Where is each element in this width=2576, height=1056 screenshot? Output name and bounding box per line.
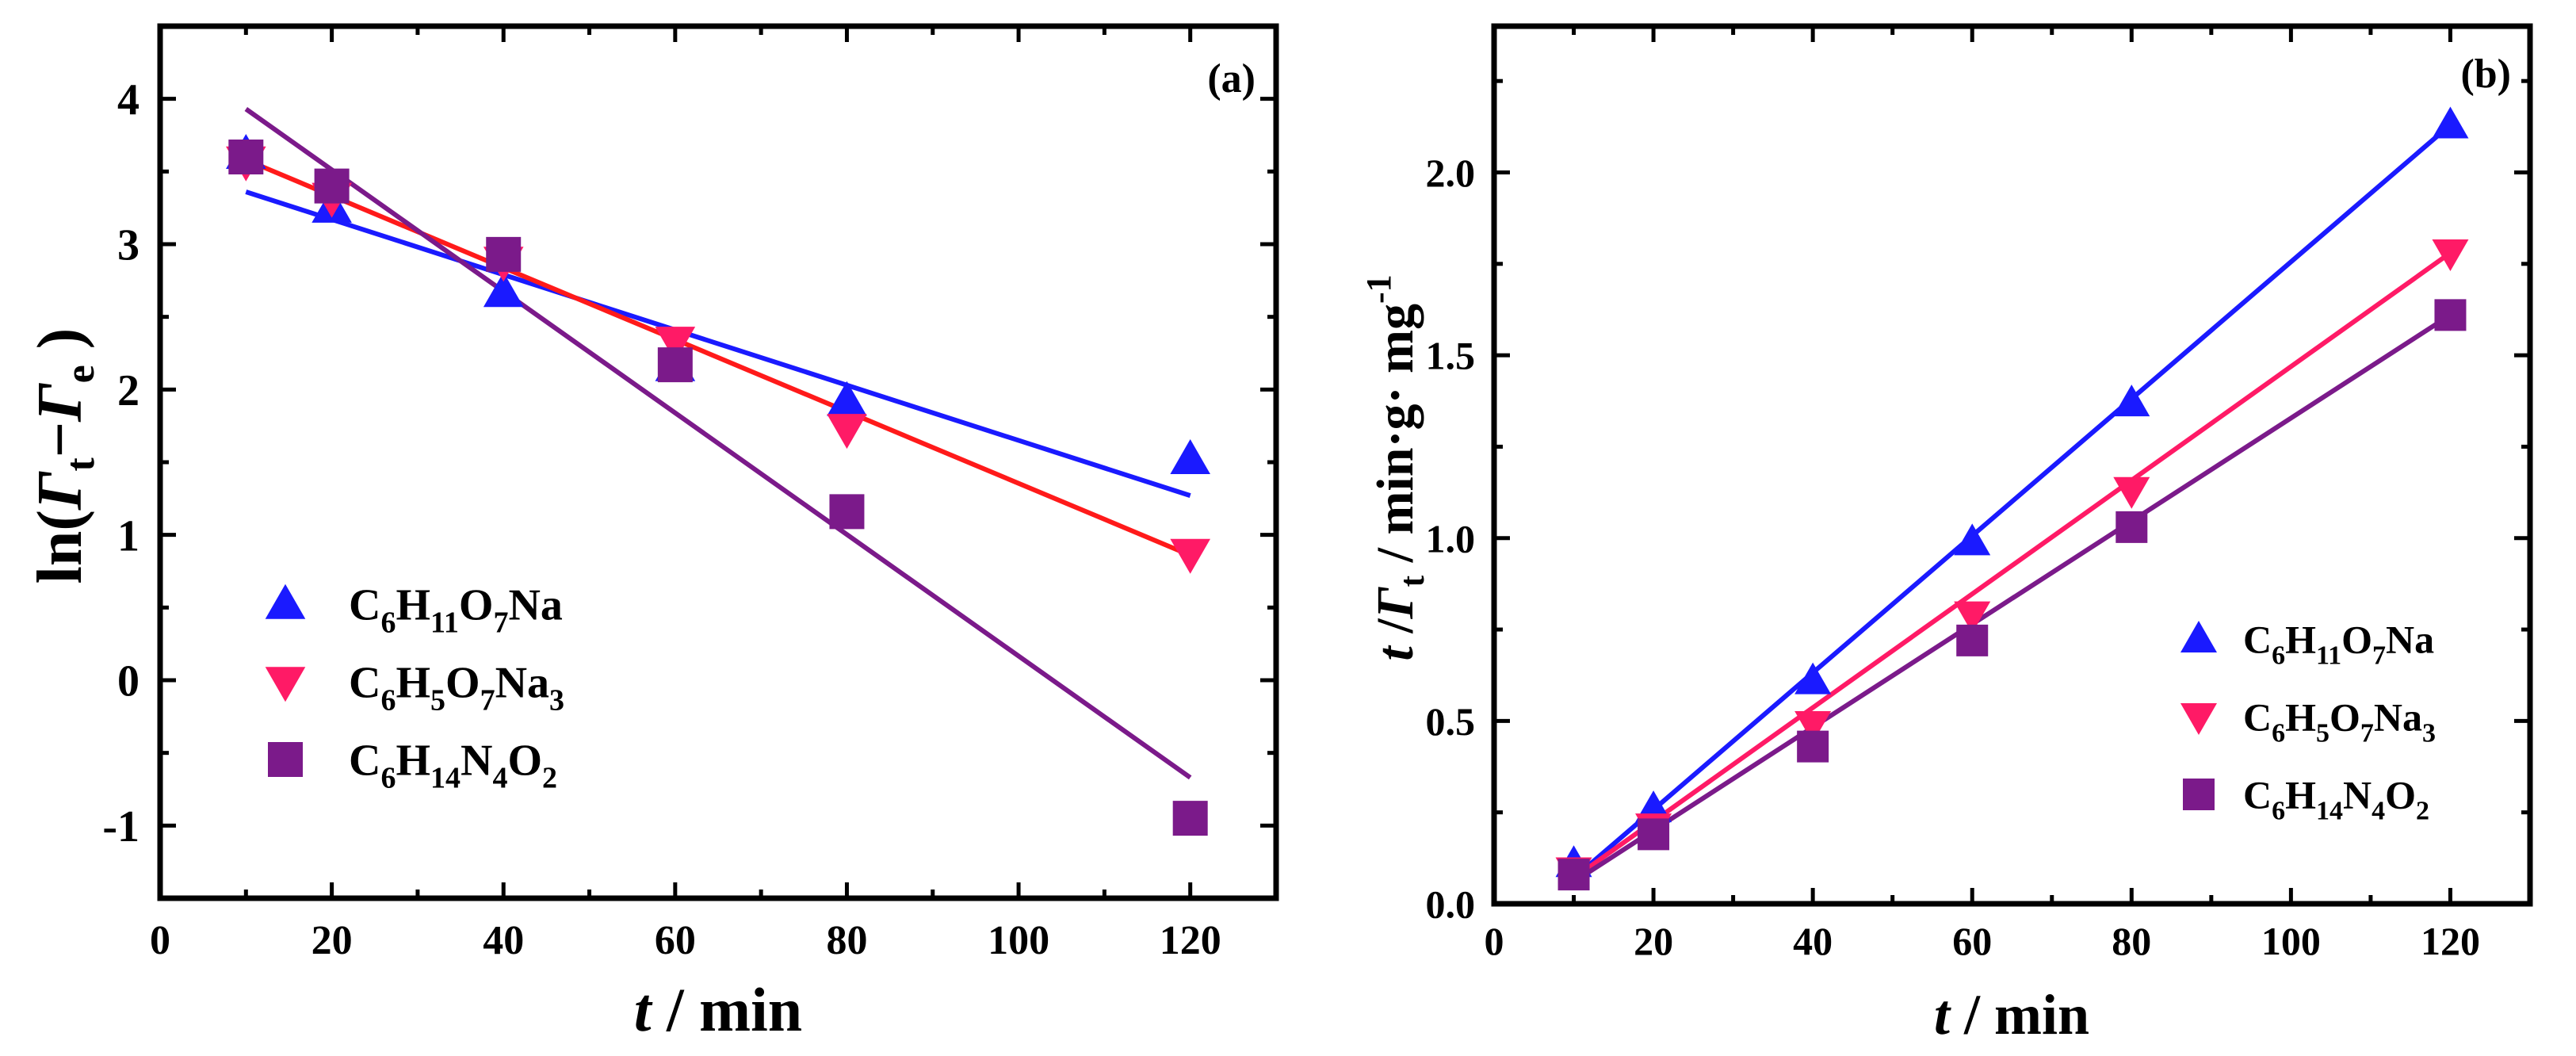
data-markers — [226, 134, 1210, 836]
x-axis-label-unit: / min — [1950, 983, 2089, 1046]
data-point-C6H5O7Na3 — [2113, 476, 2150, 509]
panel-b: 0 20 40 60 80 100 120 0.0 0.5 1.0 1.5 2.0 (b) t / … — [1359, 23, 2533, 1046]
y-tick-labels: 0.0 0.5 1.0 1.5 2.0 — [1426, 151, 1476, 927]
x-tick-label: 80 — [2112, 919, 2151, 963]
fit-line-C6H11O7Na — [1572, 123, 2452, 880]
fit-lines — [244, 107, 1192, 780]
data-point-C6H5O7Na3 — [1170, 538, 1210, 574]
x-tick-label: 120 — [1160, 918, 1221, 963]
y-tick-label: 0 — [117, 657, 140, 706]
data-point-C6H11O7Na — [1170, 439, 1210, 475]
fit-line-C6H14N4O2 — [1572, 312, 2452, 884]
x-tick-label: 60 — [655, 918, 696, 963]
data-point-C6H14N4O2 — [2115, 511, 2148, 543]
y-tick-labels: -1 0 1 2 3 4 — [102, 75, 140, 851]
legend-marker-C6H5O7Na3 — [265, 667, 306, 702]
y-tick-label: 0.0 — [1426, 882, 1476, 927]
fit-lines — [1572, 123, 2452, 884]
legend-label-C6H11O7Na: C6H11O7Na — [2243, 618, 2434, 671]
data-point-C6H11O7Na — [2113, 385, 2150, 417]
data-point-C6H5O7Na3 — [1954, 601, 1991, 633]
data-point-C6H11O7Na — [1794, 662, 1832, 694]
x-axis-label-variable: t — [634, 975, 653, 1044]
data-point-C6H11O7Na — [1954, 523, 1991, 556]
legend: C6H11O7Na C6H5O7Na3 C6H14N4O2 — [2180, 618, 2436, 826]
legend-marker-C6H5O7Na3 — [2180, 703, 2217, 735]
y-tick-label: -1 — [102, 802, 140, 851]
legend-marker-C6H11O7Na — [265, 583, 306, 619]
x-tick-label: 100 — [988, 918, 1049, 963]
y-tick-label: 1.0 — [1426, 516, 1476, 561]
y-tick-label: 0.5 — [1426, 699, 1476, 744]
x-axis-label: t / min — [1934, 983, 2089, 1046]
x-tick-label: 60 — [1952, 919, 1992, 963]
x-tick-label: 120 — [2421, 919, 2480, 963]
x-tick-labels: 0 20 40 60 80 100 120 — [150, 918, 1221, 963]
plot-frame — [157, 23, 1279, 901]
x-tick-label: 40 — [483, 918, 524, 963]
panel-a: 0 20 40 60 80 100 120 -1 0 1 2 3 4 (a) t / min ln(Γ… — [25, 23, 1279, 1044]
data-point-C6H14N4O2 — [1797, 730, 1829, 763]
legend-label-C6H14N4O2: C6H14N4O2 — [2243, 773, 2429, 826]
legend-marker-C6H14N4O2 — [2183, 779, 2215, 810]
x-tick-label: 20 — [311, 918, 353, 963]
legend-label-C6H5O7Na3: C6H5O7Na3 — [349, 659, 564, 717]
data-point-C6H14N4O2 — [486, 236, 522, 272]
x-tick-label: 100 — [2261, 919, 2321, 963]
data-point-C6H5O7Na3 — [655, 327, 696, 362]
data-point-C6H11O7Na — [827, 381, 867, 416]
legend-label-C6H11O7Na: C6H11O7Na — [349, 581, 563, 640]
axis-ticks — [158, 24, 1278, 901]
data-point-C6H5O7Na3 — [2432, 239, 2469, 271]
y-tick-label: 2.0 — [1426, 151, 1476, 195]
x-tick-label: 0 — [150, 918, 170, 963]
x-tick-label: 0 — [1485, 919, 1504, 963]
x-axis-label-variable: t — [1934, 983, 1951, 1046]
data-point-C6H11O7Na — [2432, 106, 2469, 139]
legend-marker-C6H14N4O2 — [268, 742, 303, 777]
x-axis-label-unit: / min — [651, 975, 802, 1044]
x-tick-labels: 0 20 40 60 80 100 120 — [1485, 919, 2480, 963]
data-point-C6H14N4O2 — [657, 347, 693, 383]
y-tick-label: 1 — [117, 511, 140, 561]
y-tick-label: 1.5 — [1426, 334, 1476, 378]
x-tick-label: 20 — [1634, 919, 1673, 963]
panel-label: (b) — [2460, 52, 2511, 97]
y-tick-label: 2 — [117, 366, 140, 415]
data-point-C6H5O7Na3 — [827, 414, 867, 450]
y-tick-label: 3 — [117, 221, 140, 270]
fit-line-C6H5O7Na3 — [245, 157, 1191, 558]
data-point-C6H14N4O2 — [2434, 299, 2467, 331]
axis-ticks — [1492, 26, 2532, 906]
plot-frame — [1491, 23, 2533, 907]
data-point-C6H14N4O2 — [829, 494, 865, 530]
x-tick-label: 40 — [1793, 919, 1833, 963]
fit-line-C6H5O7Na3 — [1572, 251, 2452, 881]
data-point-C6H14N4O2 — [314, 168, 350, 204]
x-axis-label: t / min — [634, 975, 802, 1044]
y-tick-label: 4 — [117, 75, 140, 124]
panel-label: (a) — [1207, 56, 1256, 101]
fit-line-C6H14N4O2 — [244, 107, 1192, 780]
data-point-C6H11O7Na — [483, 272, 524, 308]
data-markers — [1555, 106, 2469, 891]
y-axis-label: t /Γt / min·g· mg-1 — [1359, 274, 1431, 660]
data-point-C6H5O7Na3 — [1794, 710, 1832, 743]
fit-line-C6H11O7Na — [245, 189, 1191, 499]
data-point-C6H14N4O2 — [1172, 801, 1208, 836]
legend-label-C6H5O7Na3: C6H5O7Na3 — [2243, 695, 2436, 748]
y-axis-label: ln(Γt−Γe ) — [25, 328, 103, 584]
data-point-C6H14N4O2 — [1956, 624, 1989, 656]
data-point-C6H14N4O2 — [1638, 818, 1670, 851]
legend: C6H11O7Na C6H5O7Na3 C6H14N4O2 — [265, 581, 564, 795]
data-point-C6H14N4O2 — [228, 140, 264, 174]
data-point-C6H14N4O2 — [1557, 859, 1590, 891]
legend-marker-C6H11O7Na — [2180, 621, 2217, 652]
legend-label-C6H14N4O2: C6H14N4O2 — [349, 737, 557, 795]
x-tick-label: 80 — [826, 918, 867, 963]
